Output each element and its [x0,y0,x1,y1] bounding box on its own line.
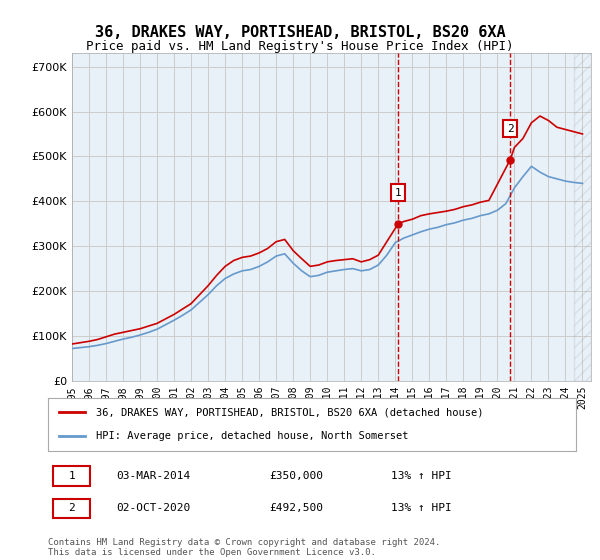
Text: 1: 1 [68,471,75,481]
Text: 36, DRAKES WAY, PORTISHEAD, BRISTOL, BS20 6XA: 36, DRAKES WAY, PORTISHEAD, BRISTOL, BS2… [95,25,505,40]
Text: Contains HM Land Registry data © Crown copyright and database right 2024.
This d: Contains HM Land Registry data © Crown c… [48,538,440,557]
Text: 2: 2 [507,124,514,134]
Text: 02-OCT-2020: 02-OCT-2020 [116,503,191,514]
Text: 2: 2 [68,503,75,514]
Text: 1: 1 [395,188,401,198]
Text: HPI: Average price, detached house, North Somerset: HPI: Average price, detached house, Nort… [95,431,408,441]
FancyBboxPatch shape [53,498,90,518]
Text: 13% ↑ HPI: 13% ↑ HPI [391,503,452,514]
Text: £350,000: £350,000 [270,471,324,481]
Text: 03-MAR-2014: 03-MAR-2014 [116,471,191,481]
Text: 36, DRAKES WAY, PORTISHEAD, BRISTOL, BS20 6XA (detached house): 36, DRAKES WAY, PORTISHEAD, BRISTOL, BS2… [95,408,483,418]
Text: £492,500: £492,500 [270,503,324,514]
Text: 13% ↑ HPI: 13% ↑ HPI [391,471,452,481]
Text: Price paid vs. HM Land Registry's House Price Index (HPI): Price paid vs. HM Land Registry's House … [86,40,514,53]
Bar [574,53,591,381]
FancyBboxPatch shape [53,466,90,486]
